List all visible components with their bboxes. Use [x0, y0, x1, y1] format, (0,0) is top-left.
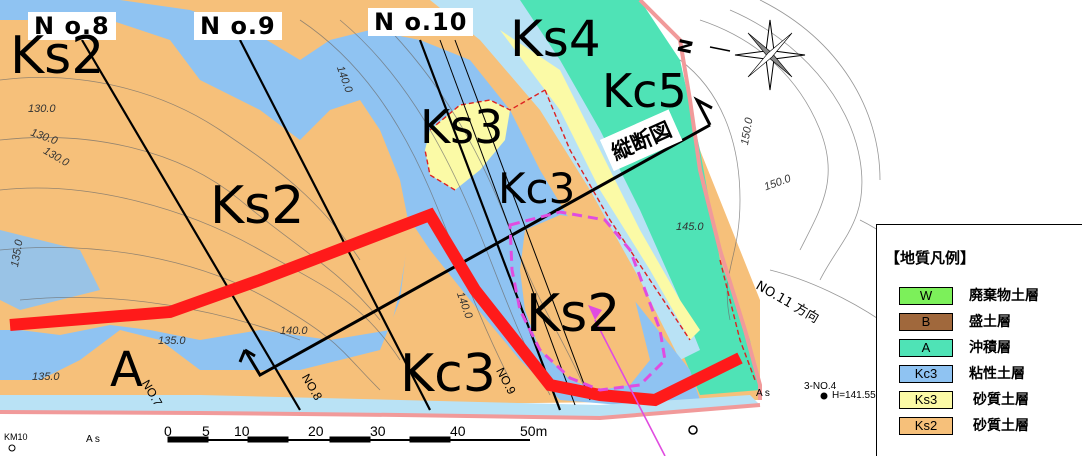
geo-label-ks2-center: Ks2	[210, 176, 305, 236]
ks3-blob	[425, 100, 510, 190]
section-label-no10: N o.10	[368, 8, 474, 36]
legend-label-a: 沖積層	[969, 340, 1011, 356]
route-line	[9, 207, 743, 407]
as-label: A s	[86, 434, 100, 445]
benchmark-icon-2	[688, 425, 698, 435]
geo-label-ks2-right: Ks2	[526, 284, 621, 344]
legend-panel: 【地質凡例】 W 廃棄物土層 B 盛土層 A 沖積層 Kc3 粘性土層 Ks3 …	[876, 224, 1082, 456]
legend-swatch-ks2: Ks2	[899, 417, 953, 435]
legend-swatch-w: W	[899, 287, 953, 305]
legend-label-w: 廃棄物土層	[969, 288, 1039, 304]
legend-title: 【地質凡例】	[885, 249, 976, 267]
legend-swatch-a: A	[899, 339, 953, 357]
ks4-region	[430, 0, 700, 360]
outer-boundary	[638, 0, 762, 400]
boundary-dashes	[424, 89, 756, 381]
legend-swatch-ks3: Ks3	[899, 391, 953, 409]
height-label: H=141.550	[832, 390, 882, 401]
as-label: A s	[756, 388, 770, 399]
geo-label-kc3-mid: Kc3	[498, 164, 576, 213]
profile-arrow-end	[693, 96, 713, 126]
legend-label-kc3: 粘性土層	[969, 366, 1025, 382]
section-lines	[81, 39, 562, 411]
geo-label-kc3-bottom: Kc3	[400, 344, 496, 404]
legend-label-ks2: 砂質土層	[973, 418, 1029, 434]
svg-text:N: N	[674, 37, 698, 56]
scale-tick: 50m	[520, 423, 548, 439]
bottom-boundary	[0, 403, 761, 421]
scale-tick: 10	[234, 423, 250, 439]
scale-tick: 40	[450, 423, 466, 439]
scale-bar	[167, 436, 530, 443]
legend-swatch-b: B	[899, 313, 953, 331]
elevation-label: 135.0	[158, 335, 186, 347]
legend-swatch-kc3: Kc3	[899, 365, 953, 383]
scale-tick: 30	[370, 423, 386, 439]
benchmark-icon	[820, 392, 828, 400]
geo-label-a: A	[110, 342, 143, 398]
elevation-label: 130.0	[28, 103, 56, 115]
km-label: KM10	[4, 432, 28, 442]
elevation-label: 140.0	[280, 325, 308, 337]
geo-label-ks3: Ks3	[420, 100, 504, 154]
origin-icon	[8, 444, 16, 452]
legend-label-b: 盛土層	[969, 314, 1011, 330]
section-label-no9: N o.9	[194, 12, 282, 40]
scale-tick: 0	[164, 423, 172, 439]
compass-rose-icon: N	[674, 19, 806, 91]
ks2-left-blue-tongue	[0, 230, 100, 310]
profile-section-line	[243, 123, 711, 378]
geo-label-kc5: Kc5	[602, 64, 687, 118]
magenta-arrow	[588, 305, 602, 320]
geo-label-ks4: Ks4	[510, 10, 601, 68]
magenta-line	[594, 319, 666, 456]
ks2-right-lobe	[520, 215, 650, 390]
scale-tick: 5	[202, 423, 210, 439]
no4-label: 3-NO.4	[804, 381, 837, 392]
elevation-label: 145.0	[676, 221, 704, 233]
legend-label-ks3: 砂質土層	[973, 392, 1029, 408]
magenta-outline	[508, 210, 667, 392]
profile-arrow-start	[238, 348, 256, 363]
section-label-no8: N o.8	[28, 12, 116, 40]
geo-label-ks2-topleft: Ks2	[10, 26, 105, 86]
elevation-label: 135.0	[32, 371, 60, 383]
scale-tick: 20	[308, 423, 324, 439]
